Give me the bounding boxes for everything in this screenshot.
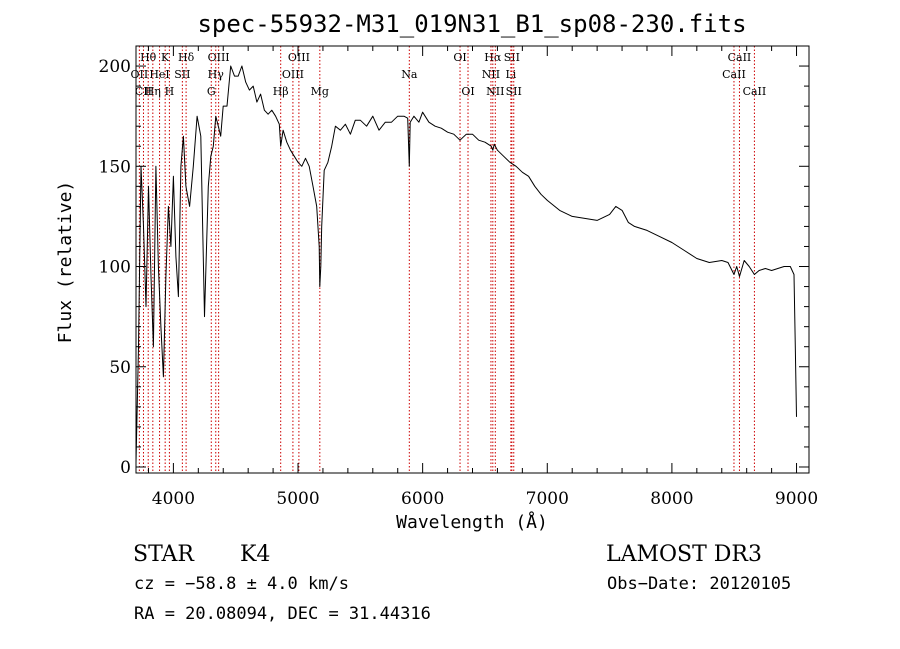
line-marker-label: CaII (722, 68, 746, 81)
x-tick-label: 6000 (401, 489, 444, 509)
line-marker-label: SII (504, 51, 520, 64)
x-tick-label: 4000 (152, 489, 195, 509)
survey-name: LAMOST DR3 (606, 542, 762, 567)
line-marker-label: Hθ (140, 51, 157, 64)
y-tick-label: 0 (120, 458, 131, 478)
sky-coordinates: RA = 20.08094, DEC = 31.44316 (134, 604, 431, 624)
line-marker-label: OIII (288, 51, 310, 64)
x-tick-label: 8000 (650, 489, 693, 509)
line-marker-label: Li (505, 68, 516, 81)
line-marker-label: OIII (282, 68, 304, 81)
line-marker-label: CaII (728, 51, 752, 64)
emission-line-markers: Hθ OII CII K HeI Hη H SII Hδ OIII Hγ G OIII OIII Hβ Mg N… (131, 46, 767, 473)
x-axis-label: Wavelength (Å) (396, 511, 548, 533)
line-marker-label: H (165, 85, 175, 98)
line-marker-label: Hα (484, 51, 502, 64)
line-marker-label: SII (506, 85, 522, 98)
line-marker-label: OIII (208, 51, 230, 64)
spectrum-series (135, 65, 797, 464)
line-marker-label: OI (461, 85, 474, 98)
object-subclass: K4 (240, 542, 270, 567)
line-marker-label: Hγ (208, 68, 225, 81)
observation-date: Obs−Date: 20120105 (607, 574, 791, 594)
line-marker-label: NII (486, 85, 504, 98)
line-marker-label: G (207, 85, 216, 98)
y-tick-label: 50 (109, 358, 131, 378)
x-tick-label: 9000 (775, 489, 818, 509)
line-marker-label: Mg (311, 85, 329, 98)
line-marker-label: Hη (145, 85, 161, 98)
chart-title: spec-55932-M31_019N31_B1_sp08-230.fits (197, 10, 746, 38)
y-tick-label: 200 (99, 57, 131, 77)
x-tick-label: 7000 (526, 489, 569, 509)
y-tick-label: 150 (99, 157, 131, 177)
line-marker-label: Hβ (273, 85, 289, 98)
y-axis-label: Flux (relative) (55, 181, 76, 344)
series-line-spectrum (135, 65, 797, 464)
x-tick-label: 5000 (276, 489, 319, 509)
line-marker-label: OII (131, 68, 149, 81)
redshift-velocity: cz = −58.8 ± 4.0 km/s (134, 574, 349, 594)
line-marker-label: SII (174, 68, 190, 81)
line-marker-label: HeI (149, 68, 169, 81)
line-marker-label: Hδ (178, 51, 195, 64)
y-tick-label: 100 (99, 258, 131, 278)
line-marker-label: K (161, 51, 170, 64)
line-marker-label: OI (453, 51, 466, 64)
plot-frame (135, 45, 810, 474)
object-class: STAR (133, 542, 195, 567)
line-marker-label: CaII (743, 85, 767, 98)
line-marker-label: Na (401, 68, 418, 81)
axes: 4000 5000 6000 7000 8000 9000 0 50 100 150 200 (99, 46, 818, 509)
line-marker-label: NII (482, 68, 500, 81)
line-marker-label: CII (135, 85, 152, 98)
